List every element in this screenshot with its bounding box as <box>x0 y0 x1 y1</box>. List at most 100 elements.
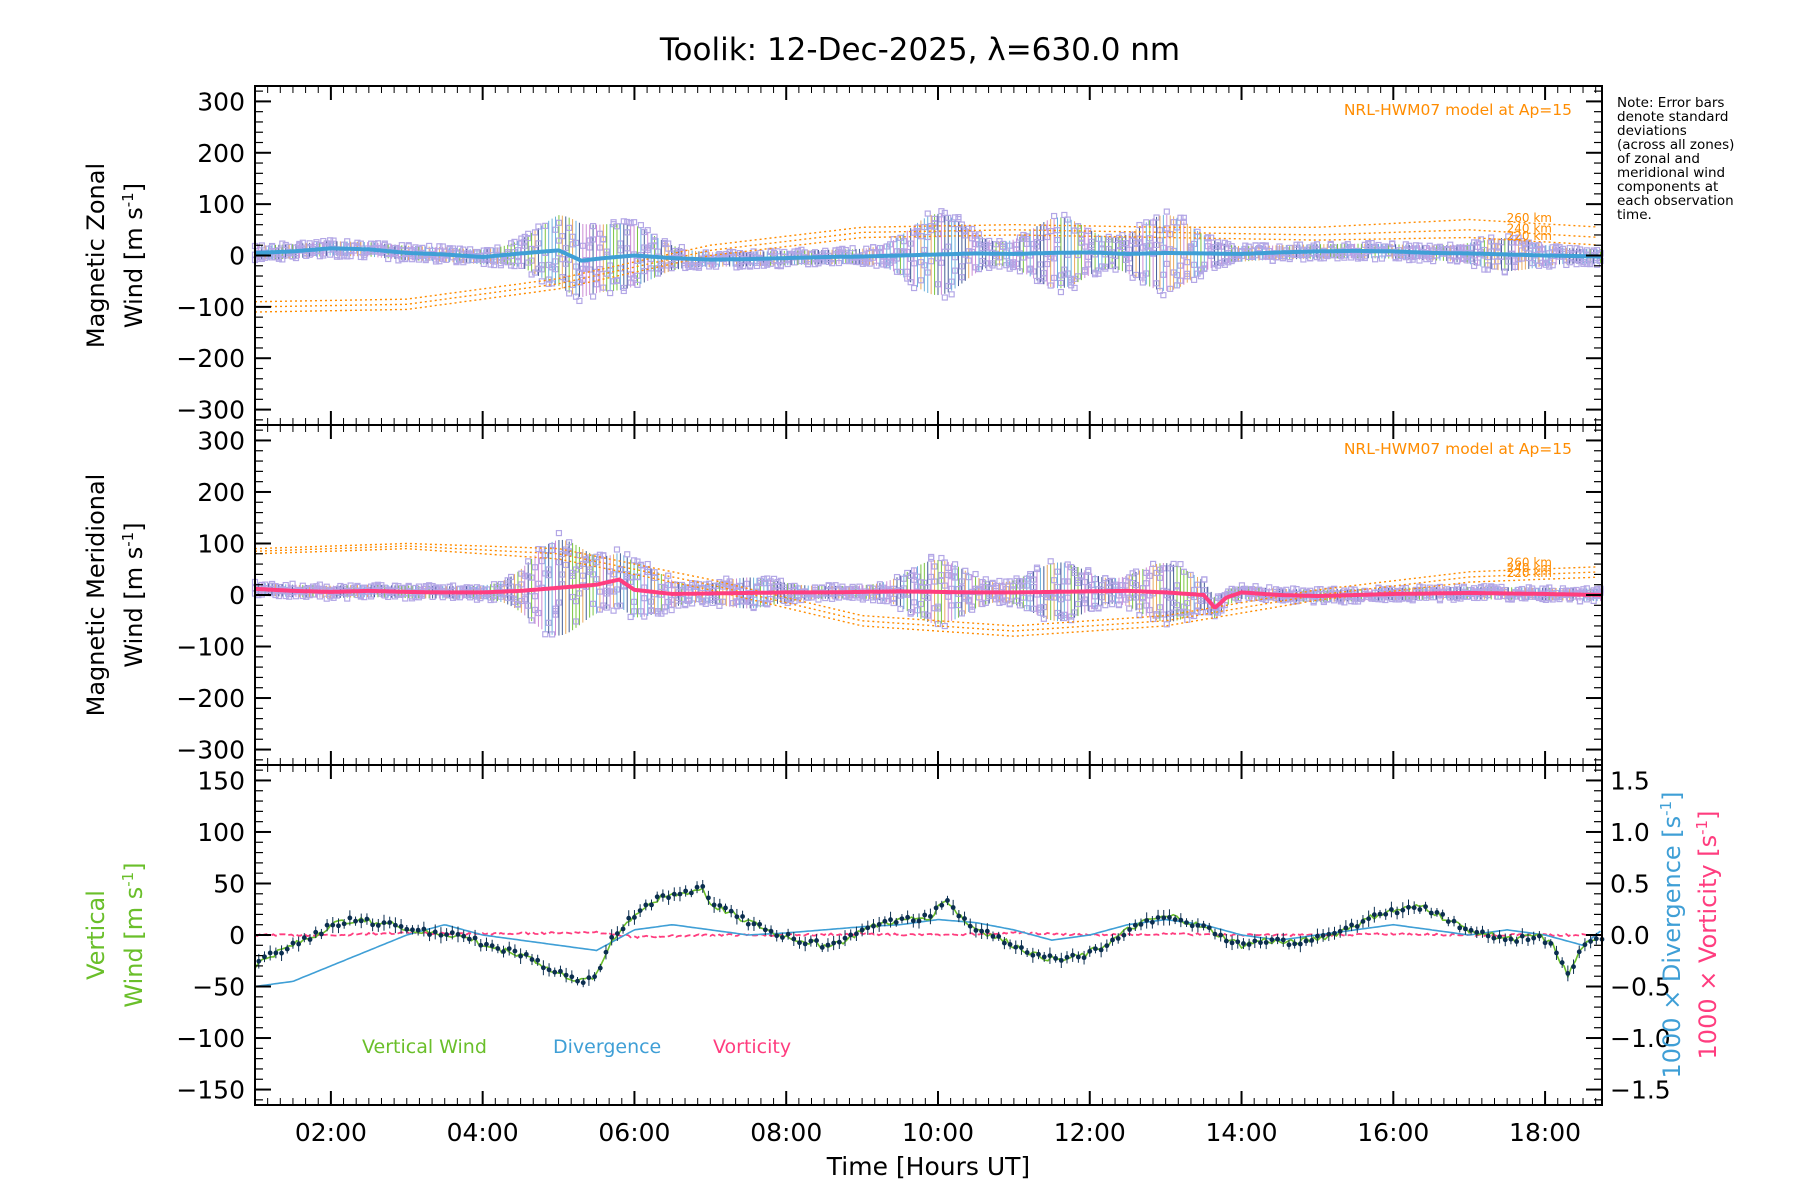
zone-sample-marker <box>473 596 481 603</box>
zone-sample-marker <box>1102 263 1109 270</box>
zone-sample-marker <box>514 601 522 608</box>
zone-sample-marker <box>1170 609 1177 616</box>
zone-sample-marker <box>504 577 511 584</box>
vertical-wind-point <box>398 923 404 929</box>
vertical-wind-point <box>1019 945 1024 950</box>
zone-sample-marker <box>747 598 754 606</box>
chart-title: Toolik: 12-Dec-2025, λ=630.0 nm <box>659 32 1180 68</box>
zone-sample-marker <box>1156 566 1164 573</box>
zone-sample-marker <box>511 238 518 245</box>
zone-sample-marker <box>1074 579 1082 587</box>
zone-sample-marker <box>928 553 935 561</box>
vertical-wind-point <box>284 946 290 952</box>
zone-sample-marker <box>1184 259 1191 266</box>
zone-sample-marker <box>518 235 525 242</box>
vertical-wind-point <box>956 913 962 919</box>
zone-sample-marker <box>999 243 1006 250</box>
y-tick-label: −200 <box>176 344 245 373</box>
zone-sample-marker <box>528 574 535 581</box>
zone-sample-marker <box>518 581 525 588</box>
note-line: components at <box>1617 179 1718 195</box>
zone-sample-marker <box>630 557 638 564</box>
zone-sample-marker <box>904 268 911 275</box>
vertical-wind-point <box>501 949 506 954</box>
zone-sample-marker <box>613 546 621 553</box>
altitude-label: 240 km <box>1507 561 1552 575</box>
zone-sample-marker <box>289 253 296 260</box>
zone-sample-marker <box>275 592 283 600</box>
zone-sample-marker <box>1491 242 1498 250</box>
zone-sample-marker <box>607 267 614 274</box>
zone-sample-marker <box>1057 596 1065 603</box>
y-tick-label: −300 <box>176 736 245 765</box>
y-tick-label: 150 <box>197 766 245 795</box>
zone-sample-marker <box>613 603 621 610</box>
zone-sample-marker <box>982 584 989 591</box>
zone-sample-marker <box>1484 262 1491 269</box>
zone-sample-marker <box>682 584 689 591</box>
zone-sample-marker <box>644 560 651 568</box>
zone-sample-marker <box>893 268 901 275</box>
zone-sample-marker <box>1054 568 1061 575</box>
zone-sample-marker <box>1399 595 1406 602</box>
y-tick-label: 0 <box>229 242 245 271</box>
zone-sample-marker <box>716 602 723 609</box>
zone-sample-marker <box>1341 599 1348 606</box>
vertical-wind-point <box>1235 939 1241 945</box>
zone-sample-marker <box>1095 604 1102 611</box>
zone-sample-marker <box>1471 585 1478 592</box>
zone-sample-marker <box>412 593 419 601</box>
zone-sample-marker <box>910 567 918 574</box>
vertical-wind-point <box>1457 925 1463 931</box>
vertical-wind-point <box>1428 910 1434 916</box>
zone-sample-marker <box>760 575 767 583</box>
zone-sample-marker <box>504 259 511 266</box>
zone-sample-marker <box>917 583 925 591</box>
zone-sample-marker <box>1464 257 1471 264</box>
zone-sample-marker <box>1044 260 1051 268</box>
zone-sample-marker <box>637 222 644 229</box>
zone-sample-marker <box>975 241 983 248</box>
zone-sample-marker <box>1160 292 1167 299</box>
y-axis-label: Wind [m s-1] <box>119 862 148 1007</box>
zone-sample-marker <box>873 262 880 269</box>
zone-sample-marker <box>610 571 617 578</box>
vertical-wind-point <box>854 931 859 937</box>
vertical-wind-point <box>865 925 871 931</box>
zone-sample-marker <box>975 231 983 238</box>
zone-sample-marker <box>1047 594 1054 601</box>
zone-sample-marker <box>979 238 986 245</box>
zone-sample-marker <box>1532 257 1539 264</box>
vertical-wind-point <box>694 884 700 890</box>
zone-sample-marker <box>542 631 549 638</box>
zone-sample-marker <box>1211 243 1218 251</box>
zone-sample-marker <box>538 262 545 269</box>
zone-sample-marker <box>1071 284 1078 292</box>
zone-sample-marker <box>1522 244 1529 251</box>
zone-sample-marker <box>460 259 467 266</box>
altitude-label: 240 km <box>1507 221 1552 235</box>
zone-sample-marker <box>589 571 597 578</box>
zone-sample-marker <box>415 256 423 263</box>
vertical-wind-point <box>307 937 313 942</box>
vertical-wind-point <box>1229 940 1235 946</box>
vertical-wind-point <box>1075 954 1081 960</box>
zone-sample-marker <box>545 276 552 283</box>
vertical-wind-point <box>1241 941 1246 946</box>
vertical-wind-point <box>927 914 933 919</box>
zone-sample-marker <box>596 588 604 595</box>
zone-sample-marker <box>1269 257 1276 264</box>
zone-sample-marker <box>1037 609 1044 616</box>
zone-sample-marker <box>1535 242 1543 249</box>
vertical-wind-point <box>922 912 928 918</box>
zone-sample-marker <box>1064 216 1071 223</box>
vertical-wind-point <box>1548 940 1554 946</box>
zone-sample-marker <box>818 584 825 591</box>
vertical-wind-point <box>1098 947 1104 953</box>
note-line: Note: Error bars <box>1617 95 1724 111</box>
zone-sample-marker <box>770 575 778 582</box>
zone-sample-marker <box>996 263 1003 270</box>
vertical-wind-point <box>814 938 819 943</box>
zone-sample-marker <box>1050 255 1058 262</box>
zone-sample-marker <box>555 559 563 566</box>
